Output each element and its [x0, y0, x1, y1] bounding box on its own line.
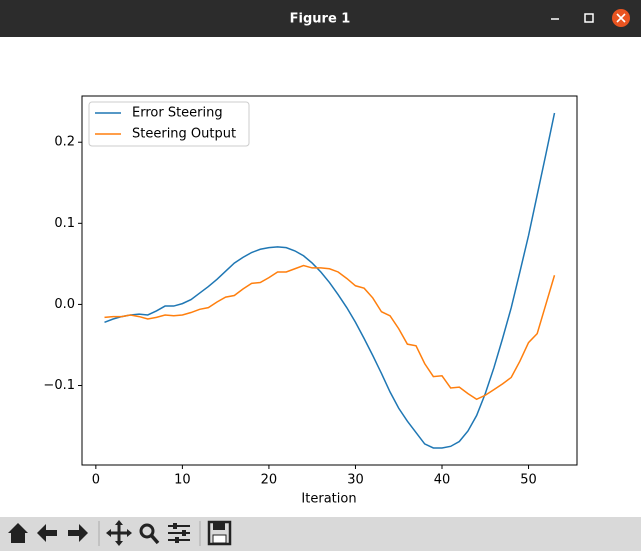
legend-box [88, 101, 250, 147]
x-tick-label: 50 [520, 473, 537, 488]
title-bar [0, 0, 641, 37]
x-tick-label: 30 [347, 473, 364, 488]
configure-button[interactable] [168, 523, 190, 543]
line [104, 112, 556, 449]
window-title: Figure 1 [290, 12, 351, 27]
axes-frame [81, 95, 578, 466]
x-tick-label: 10 [174, 473, 191, 488]
y-tick-label: 0.1 [54, 216, 75, 231]
toolbar [0, 517, 641, 551]
x-tick-label: 20 [261, 473, 278, 488]
maximize-button[interactable] [584, 13, 594, 23]
legend-label: Steering Output [132, 127, 236, 142]
y-tick-label: 0.0 [54, 297, 75, 312]
pan-button[interactable] [106, 520, 132, 546]
back-button[interactable] [37, 524, 57, 542]
forward-button[interactable] [68, 524, 88, 542]
x-tick-label: 40 [434, 473, 451, 488]
save-button[interactable] [207, 520, 232, 546]
plot: 0 10 20 30 40 50 −0.1 0.0 0.1 0.2 Error Steering St… [43, 95, 578, 488]
zoom-button[interactable] [139, 523, 160, 545]
home-button[interactable] [8, 523, 28, 543]
y-tick-label: −0.1 [43, 378, 75, 393]
close-button[interactable] [612, 9, 630, 27]
line [104, 264, 556, 401]
x-tick-label: 0 [92, 473, 100, 488]
x-axis-label: Iteration [301, 492, 356, 507]
y-tick-label: 0.2 [54, 135, 75, 150]
legend-label: Error Steering [132, 106, 223, 121]
